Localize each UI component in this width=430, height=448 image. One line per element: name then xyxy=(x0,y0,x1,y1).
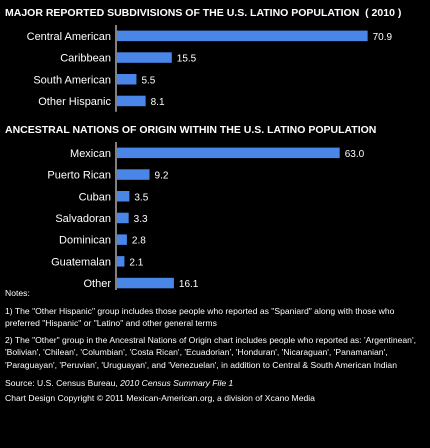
category-label: Cuban xyxy=(79,191,111,203)
category-label: Central American xyxy=(27,31,111,43)
notes-section: Notes: 1) The "Other Hispanic" group inc… xyxy=(5,287,429,405)
note-2: 2) The "Other" group in the Ancestral Na… xyxy=(5,334,416,370)
bar xyxy=(117,234,127,245)
category-label: Mexican xyxy=(70,148,111,160)
category-label: Puerto Rican xyxy=(47,170,111,182)
source-prefix: Source: U.S. Census Bureau, xyxy=(5,377,121,388)
category-label: Caribbean xyxy=(60,53,111,65)
value-label: 2.1 xyxy=(129,257,143,268)
value-label: 15.5 xyxy=(177,54,197,65)
chart2-title: ANCESTRAL NATIONS OF ORIGIN WITHIN THE U… xyxy=(5,124,376,136)
bar xyxy=(117,30,368,42)
chart1-subdivisions: Central American 70.9 Caribbean 15.5 South A… xyxy=(27,25,393,112)
bar xyxy=(117,169,150,180)
category-label: South American xyxy=(33,74,111,86)
bar xyxy=(117,95,146,107)
value-label: 2.8 xyxy=(132,236,146,247)
category-label: Other Hispanic xyxy=(38,96,111,108)
category-label: Guatemalan xyxy=(51,256,111,268)
bar xyxy=(117,256,125,267)
bar xyxy=(117,277,174,289)
bar xyxy=(117,74,137,85)
chart1-title: MAJOR REPORTED SUBDIVISIONS OF THE U.S. … xyxy=(5,7,401,19)
bar xyxy=(117,191,130,202)
bar xyxy=(117,52,172,63)
category-label: Dominican xyxy=(59,235,111,247)
category-label: Salvadoran xyxy=(55,213,111,225)
bar xyxy=(117,147,340,159)
bar-charts: MAJOR REPORTED SUBDIVISIONS OF THE U.S. … xyxy=(5,7,401,290)
category-label: Other xyxy=(83,278,111,290)
source-title: 2010 Census Summary File 1 xyxy=(120,377,234,388)
bar xyxy=(117,212,129,224)
value-label: 5.5 xyxy=(141,75,155,86)
value-label: 70.9 xyxy=(373,32,393,43)
value-label: 63.0 xyxy=(345,149,365,160)
chart2-nations-of-origin: Mexican 63.0 Puerto Rican 9.2 Cuban 3.5 Salvad… xyxy=(47,142,365,290)
notes-heading: Notes: xyxy=(5,288,30,298)
copyright-line: Chart Design Copyright © 2011 Mexican-Am… xyxy=(5,393,315,404)
source-line: Source: U.S. Census Bureau, 2010 Census … xyxy=(5,377,429,390)
value-label: 3.3 xyxy=(134,214,148,225)
value-label: 8.1 xyxy=(151,97,165,108)
value-label: 16.1 xyxy=(179,279,199,290)
value-label: 3.5 xyxy=(134,192,148,203)
note-1: 1) The "Other Hispanic" group includes t… xyxy=(5,305,395,329)
value-label: 9.2 xyxy=(155,171,169,182)
